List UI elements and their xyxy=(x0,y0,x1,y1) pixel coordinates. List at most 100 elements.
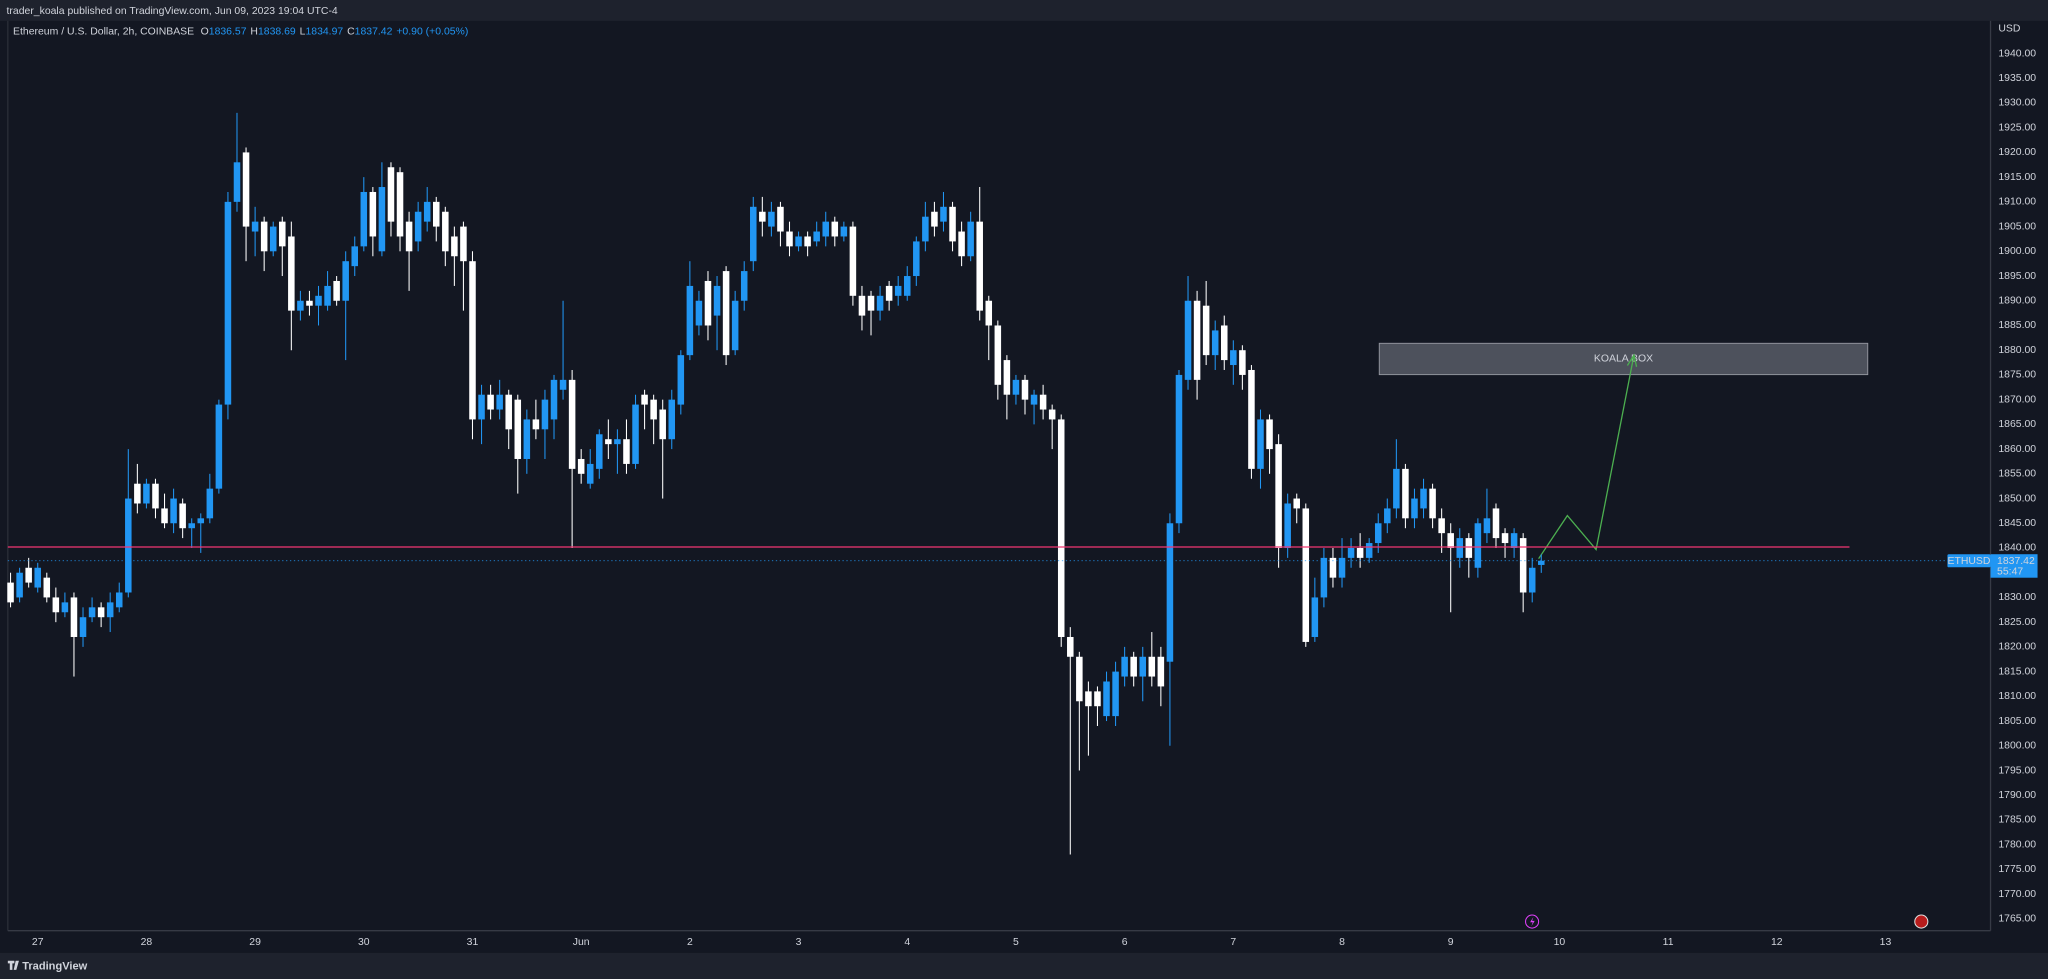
candle-body xyxy=(750,206,757,262)
candle-body xyxy=(1302,508,1310,642)
candle-body xyxy=(1048,409,1056,420)
candle-body xyxy=(125,498,132,593)
brand: TradingView xyxy=(22,961,87,973)
y-tick-label: 1930.00 xyxy=(1998,98,2036,109)
currency: USD xyxy=(1998,23,2021,34)
candle-body xyxy=(188,523,195,529)
symbol-tag-label: ETHUSD xyxy=(1948,556,1991,567)
candle-body xyxy=(1474,523,1482,568)
candle-body xyxy=(1230,350,1237,366)
candle-body xyxy=(623,439,630,464)
candle-body xyxy=(831,221,839,237)
y-tick-label: 1775.00 xyxy=(1998,864,2036,875)
candle-body xyxy=(985,300,993,326)
x-tick-label: 27 xyxy=(32,937,44,948)
published-text: trader_koala published on TradingView.co… xyxy=(7,6,338,17)
y-tick-label: 1890.00 xyxy=(1998,296,2036,307)
candle-body xyxy=(387,167,395,222)
y-tick-label: 1840.00 xyxy=(1998,543,2036,554)
candle-body xyxy=(614,439,621,445)
candle-body xyxy=(668,399,676,440)
x-tick-label: 11 xyxy=(1663,937,1674,948)
candle-body xyxy=(1103,681,1110,717)
x-tick-label: Jun xyxy=(573,937,590,948)
x-tick-label: 13 xyxy=(1880,937,1892,948)
y-tick-label: 1940.00 xyxy=(1998,48,2036,59)
candle-body xyxy=(1492,508,1500,539)
candle-body xyxy=(994,325,1002,385)
candle-body xyxy=(478,394,485,420)
candle-body xyxy=(1221,325,1228,361)
x-tick-label: 8 xyxy=(1339,937,1345,948)
y-tick-label: 1770.00 xyxy=(1998,889,2036,900)
legend-ohlc-value: 1837.42 xyxy=(355,26,393,37)
legend-title: Ethereum / U.S. Dollar, 2h, COINBASE xyxy=(13,26,194,37)
x-tick-label: 9 xyxy=(1448,937,1454,948)
legend-ohlc-label: L xyxy=(300,26,306,37)
candle-body xyxy=(532,419,540,430)
candle-body xyxy=(442,211,449,252)
candle-body xyxy=(297,300,304,311)
event-icon[interactable] xyxy=(1525,914,1540,929)
y-tick-label: 1790.00 xyxy=(1998,790,2036,801)
candle-body xyxy=(360,191,368,247)
y-tick-label: 1845.00 xyxy=(1998,518,2036,529)
price-tag xyxy=(1990,554,2038,578)
candle-body xyxy=(1184,300,1192,380)
candle-body xyxy=(34,567,41,588)
candle-body xyxy=(61,602,69,613)
y-tick-label: 1765.00 xyxy=(1998,914,2036,925)
candle-body xyxy=(795,236,802,247)
candle-body xyxy=(1021,379,1029,400)
flag-icon[interactable] xyxy=(1914,914,1929,929)
x-tick-label: 29 xyxy=(249,937,261,948)
candle-body xyxy=(324,285,331,306)
x-tick-label: 5 xyxy=(1013,937,1019,948)
candle-body xyxy=(1202,305,1210,356)
candle-body xyxy=(867,295,875,311)
candle-body xyxy=(876,295,884,311)
candle-body xyxy=(1157,656,1165,687)
candle-body xyxy=(1166,523,1174,662)
candle-body xyxy=(704,280,712,326)
y-tick-label: 1785.00 xyxy=(1998,815,2036,826)
candle-body xyxy=(306,300,313,306)
legend-change: +0.90 (+0.05%) xyxy=(396,26,468,37)
bottom-bar xyxy=(0,952,2048,979)
candle-body xyxy=(505,394,512,430)
candle-body xyxy=(106,602,114,618)
y-tick-label: 1880.00 xyxy=(1998,345,2036,356)
candle-body xyxy=(903,276,911,296)
candle-body xyxy=(1320,557,1328,598)
candle-body xyxy=(342,261,349,301)
candle-body xyxy=(97,607,105,618)
y-tick-label: 1910.00 xyxy=(1998,197,2036,208)
candle-body xyxy=(161,508,168,524)
candle-body xyxy=(1266,419,1273,450)
legend-ohlc-value: 1838.69 xyxy=(258,26,296,37)
y-tick-label: 1915.00 xyxy=(1998,172,2036,183)
candle-body xyxy=(686,285,694,356)
candle-body xyxy=(197,518,205,524)
candle-body xyxy=(849,226,857,296)
candle-body xyxy=(677,355,685,405)
candle-body xyxy=(333,280,340,301)
candle-body xyxy=(414,211,422,242)
candle-body xyxy=(1402,468,1409,519)
x-tick-label: 31 xyxy=(467,937,479,948)
candle-body xyxy=(16,572,23,598)
x-tick-label: 30 xyxy=(358,937,370,948)
candle-body xyxy=(70,597,78,637)
candle-body xyxy=(722,271,730,356)
top-bar xyxy=(0,0,2048,21)
candle-body xyxy=(1085,691,1092,707)
candle-body xyxy=(1510,533,1518,548)
candle-body xyxy=(1483,518,1491,534)
candle-body xyxy=(143,483,150,504)
symbol-tag xyxy=(1947,554,1991,568)
candle-body xyxy=(804,236,811,247)
candle-body xyxy=(25,567,32,583)
candle-body xyxy=(1139,656,1147,677)
candle-body xyxy=(79,617,87,637)
